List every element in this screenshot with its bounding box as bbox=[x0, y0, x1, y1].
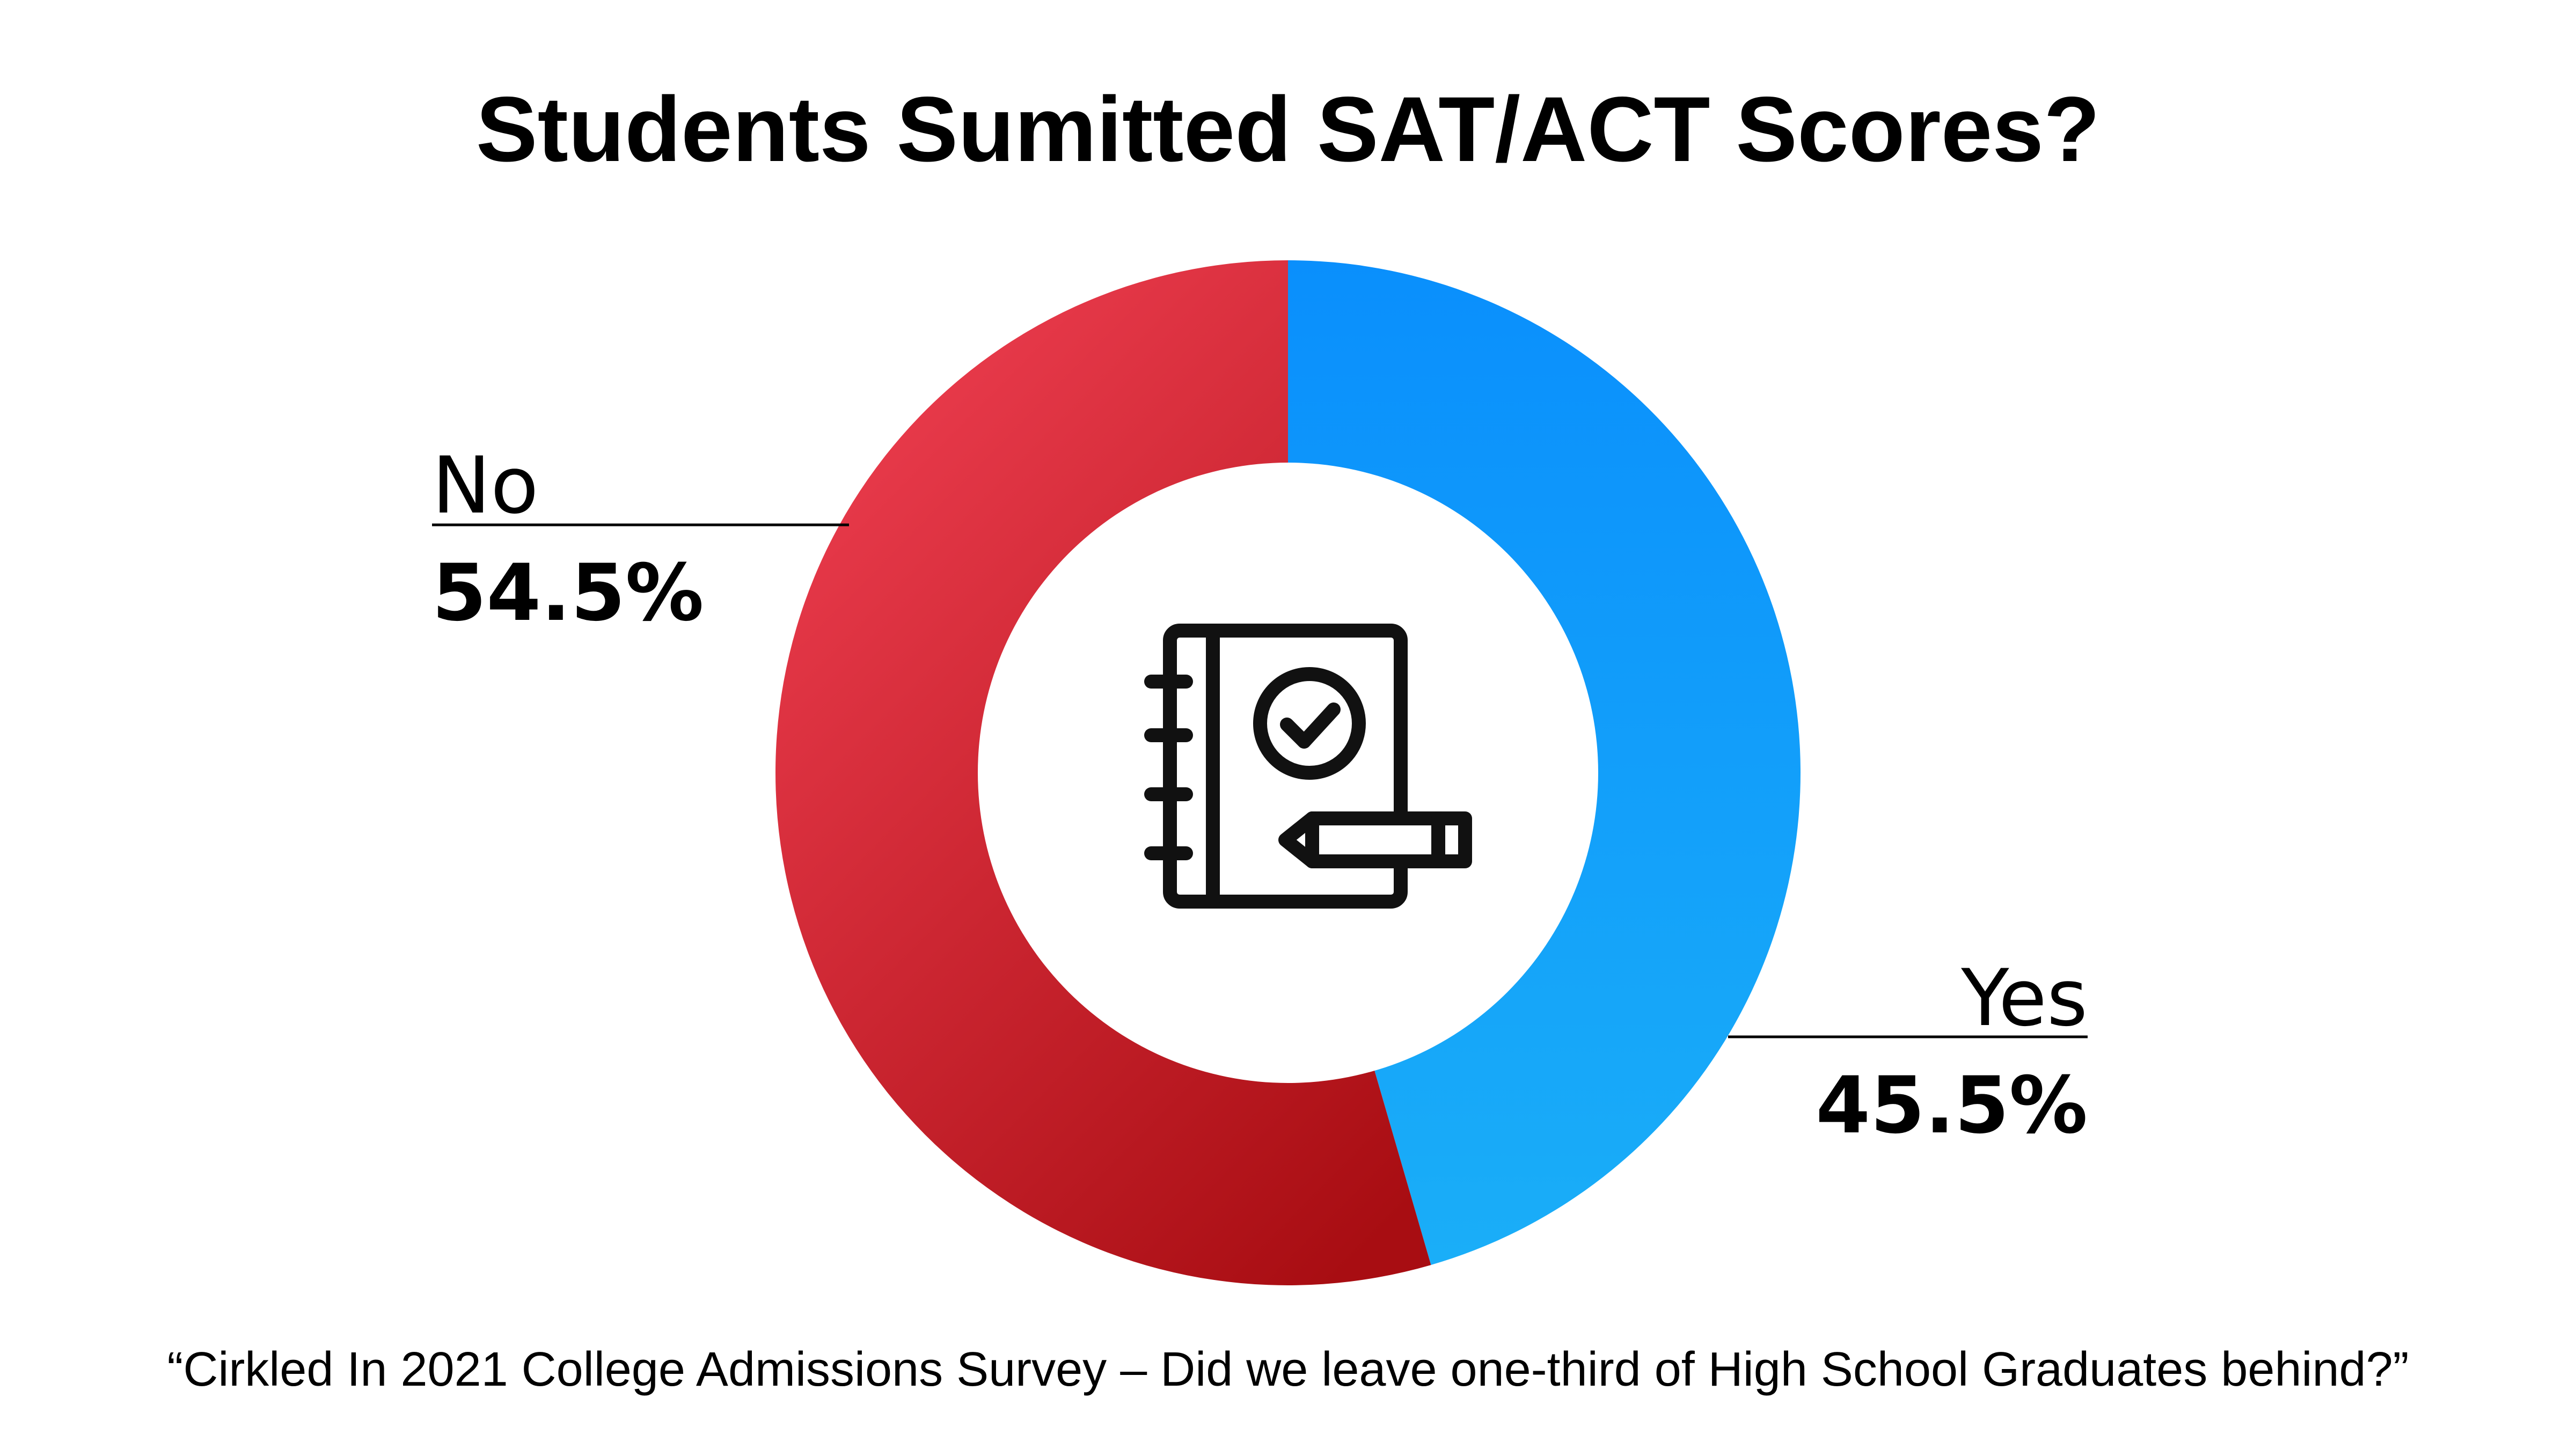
notebook-check-pencil-icon bbox=[1144, 624, 1472, 909]
category-label-yes: Yes bbox=[1960, 953, 2088, 1044]
category-label-no: No bbox=[432, 440, 539, 531]
value-label-yes: 45.5% bbox=[1816, 1060, 2088, 1151]
chart-title: Students Sumitted SAT/ACT Scores? bbox=[476, 78, 2100, 181]
chart-source: “Cirkled In 2021 College Admissions Surv… bbox=[167, 1343, 2409, 1396]
value-label-no: 54.5% bbox=[432, 547, 704, 639]
